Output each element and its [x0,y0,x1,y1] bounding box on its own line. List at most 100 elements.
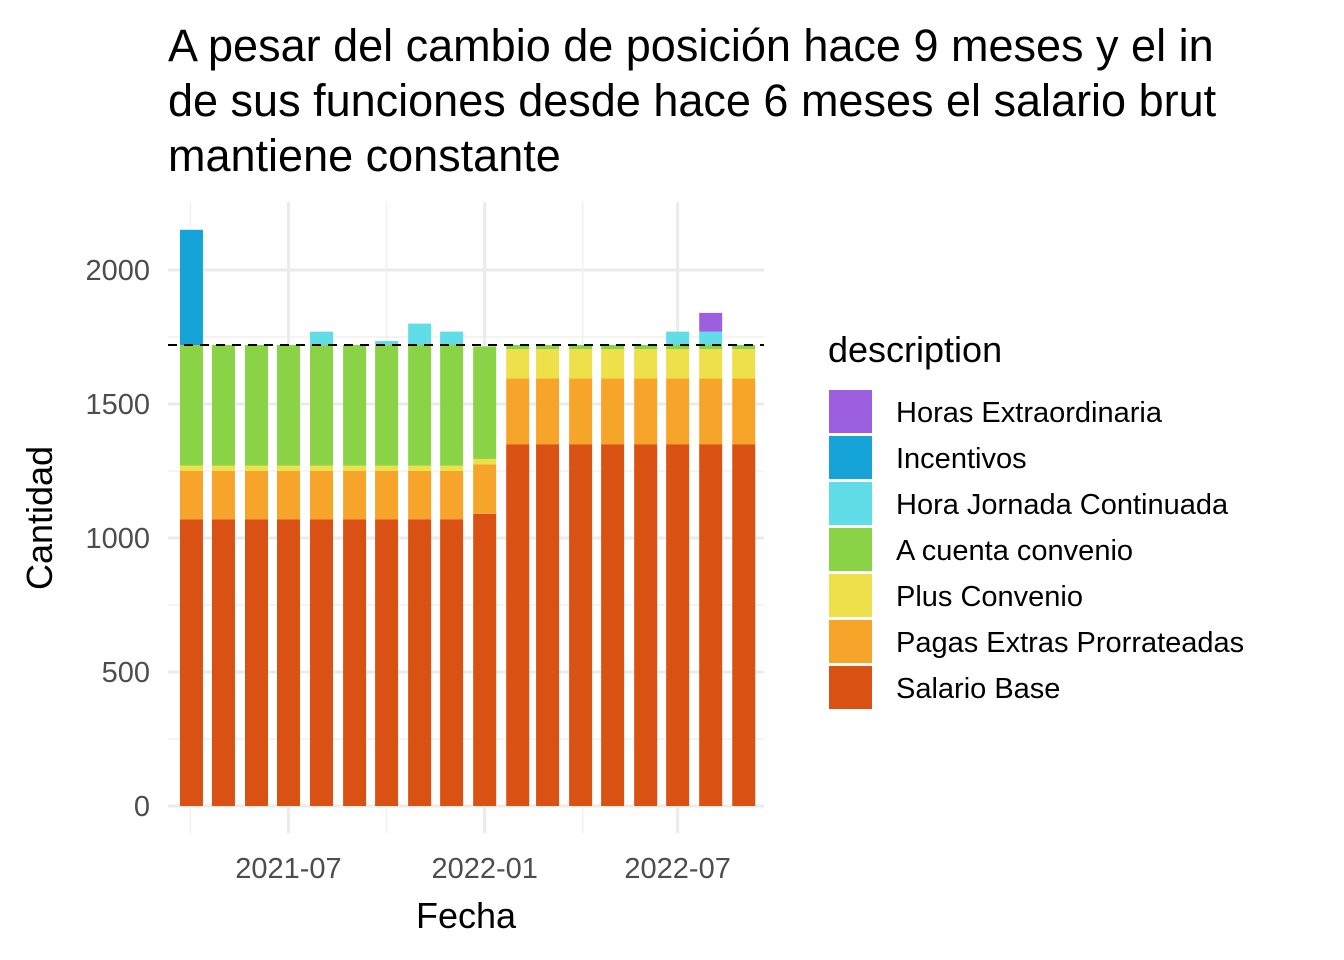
bar-segment [179,345,203,466]
bar-segment [699,349,723,379]
bar-segment [276,519,300,806]
bar-segment [310,519,334,806]
legend: Horas Extraordinaria Incentivos Hora Jorna… [829,390,1244,709]
bar-segment [276,345,300,466]
legend-swatch [829,528,872,571]
chart-title-line: mantiene constante [168,130,561,178]
bar-segment [343,345,367,466]
bar-segment [699,378,723,445]
bar-segment [244,471,268,520]
chart-title-line: de sus funciones desde hace 6 meses el s… [168,75,1217,126]
bar-segment [536,444,560,806]
bar-segment [473,513,497,806]
bar-segment [601,345,625,350]
bar-segment [634,378,658,445]
bar-segment [666,444,690,806]
y-axis-title: Cantidad [19,446,60,590]
bar-segment [506,349,530,379]
x-tick-label: 2022-07 [624,853,730,885]
legend-label: Incentivos [896,443,1027,475]
legend-swatch [829,482,872,525]
bar-segment [699,345,723,350]
bar-segment [211,519,235,806]
legend-swatch [829,620,872,663]
bar-segment [473,458,497,465]
bar-segment [473,464,497,514]
bar-segment [569,349,593,379]
bar-segment [211,345,235,466]
bar-segment [473,346,497,459]
bar-segment [408,471,432,520]
bar-segment [375,345,399,466]
bar-segment [343,465,367,471]
legend-label: Hora Jornada Continuada [896,489,1229,521]
bar-segment [408,465,432,471]
y-tick-label: 1500 [85,389,150,421]
x-tick-label: 2021-07 [235,853,341,885]
bar-segment [699,444,723,806]
chart-title: A pesar del cambio de posición hace 9 me… [168,18,1344,178]
bar-segment [634,349,658,379]
bar-segment [699,312,723,332]
bar-segment [211,465,235,471]
bar-segment [440,345,464,466]
bar-segment [569,378,593,445]
bar-segment [343,471,367,520]
bar-segment [310,465,334,471]
bar-segment [506,378,530,445]
bar-segment [601,444,625,806]
bar-segment [244,465,268,471]
bar-segment [634,444,658,806]
bar-segment [276,471,300,520]
legend-label: Horas Extraordinaria [896,397,1163,429]
bar-segment [666,378,690,445]
bar-segment [732,378,756,445]
legend-label: Plus Convenio [896,581,1083,613]
legend-swatch [829,436,872,479]
axis-layer: 0 500 1000 1500 2000 2021-07 2022-01 2022-07 [85,255,730,885]
bar-segment [408,519,432,806]
legend-label: Pagas Extras Prorrateadas [896,627,1244,659]
bar-segment [506,345,530,350]
bars-layer [179,229,756,806]
bar-segment [601,349,625,379]
bar-segment [179,519,203,806]
legend-label: A cuenta convenio [896,535,1133,567]
bar-segment [732,349,756,379]
bar-segment [276,465,300,471]
bar-segment [375,341,399,346]
legend-label: Salario Base [896,673,1060,705]
x-tick-label: 2022-01 [431,853,537,885]
bar-segment [666,331,690,346]
bar-segment [699,331,723,346]
bar-segment [601,378,625,445]
bar-segment [440,519,464,806]
bar-segment [310,345,334,466]
legend-swatch [829,666,872,709]
bar-segment [732,345,756,350]
bar-segment [375,465,399,471]
y-tick-label: 500 [102,657,150,689]
bar-segment [536,345,560,350]
legend-swatch [829,574,872,617]
legend-swatch [829,390,872,433]
bar-segment [244,345,268,466]
bar-segment [310,471,334,520]
bar-segment [179,229,203,346]
bar-segment [732,444,756,806]
bar-segment [179,465,203,471]
bar-segment [569,444,593,806]
y-tick-label: 1000 [85,523,150,555]
y-tick-label: 2000 [85,255,150,287]
bar-segment [408,323,432,346]
bar-segment [211,471,235,520]
bar-segment [440,331,464,346]
bar-segment [440,471,464,520]
bar-segment [179,471,203,520]
bar-segment [440,465,464,471]
bar-segment [310,331,334,346]
bar-segment [634,345,658,350]
bar-segment [244,519,268,806]
y-tick-label: 0 [134,791,150,823]
